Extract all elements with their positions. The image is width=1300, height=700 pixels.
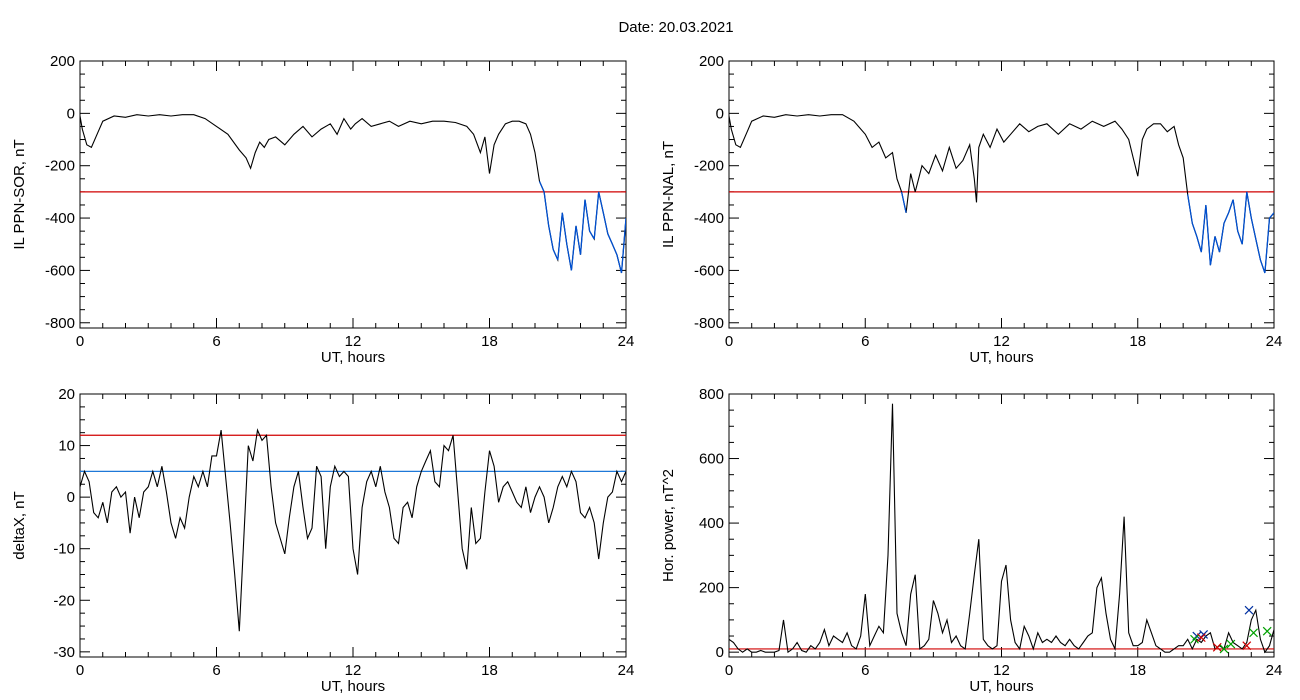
y-tick-label: -600 — [694, 262, 724, 279]
x-tick-label: 24 — [618, 662, 635, 679]
plot-frame — [79, 393, 627, 658]
x-tick-label: 6 — [212, 333, 220, 350]
y-tick-label: 200 — [699, 580, 724, 597]
x-tick-label: 12 — [993, 662, 1010, 679]
y-tick-label: -400 — [45, 210, 75, 227]
x-axis-label: UT, hours — [969, 349, 1033, 366]
panel-power: 0 6 12 18 24 0 200 400 600 800 UT, hours Hor. power… — [660, 386, 1282, 695]
x-tick-label: 18 — [1129, 662, 1146, 679]
panel-sor: 0 6 12 18 24 -800 -600 -400 -200 0 200 UT, hours IL … — [11, 53, 634, 366]
x-tick-label: 0 — [76, 662, 84, 679]
y-tick-label: 20 — [58, 386, 75, 403]
x-tick-label: 24 — [1266, 333, 1283, 350]
x-tick-label: 6 — [212, 662, 220, 679]
x-marker — [1249, 628, 1258, 638]
y-tick-label: -30 — [53, 644, 75, 661]
x-axis-label: UT, hours — [969, 678, 1033, 695]
x-tick-label: 0 — [725, 333, 733, 350]
y-tick-label: 600 — [699, 451, 724, 468]
x-marker — [1226, 639, 1236, 649]
y-axis-label: Hor. power, nT^2 — [660, 469, 677, 582]
x-axis-label: UT, hours — [321, 678, 385, 695]
x-tick-label: 6 — [861, 333, 869, 350]
x-tick-label: 0 — [76, 333, 84, 350]
x-marker — [1242, 641, 1252, 651]
x-tick-label: 12 — [345, 333, 362, 350]
y-axis-label: IL PPN-NAL, nT — [660, 141, 677, 248]
y-tick-label: 200 — [50, 53, 75, 70]
y-tick-label: -400 — [694, 210, 724, 227]
y-tick-label: 0 — [716, 644, 724, 661]
y-tick-label: -800 — [694, 315, 724, 332]
x-tick-label: 24 — [618, 333, 635, 350]
series-line — [729, 403, 1274, 654]
x-tick-label: 24 — [1266, 662, 1283, 679]
panel-deltax: 0 6 12 18 24 -30 -20 -10 0 10 20 UT, hours deltaX, n… — [11, 386, 634, 695]
y-tick-label: 400 — [699, 515, 724, 532]
plot-frame — [728, 393, 1275, 658]
plot-frame — [728, 60, 1275, 329]
y-tick-label: 0 — [716, 105, 724, 122]
y-tick-label: -200 — [45, 158, 75, 175]
x-tick-label: 18 — [1129, 333, 1146, 350]
series-highlight — [900, 191, 1274, 274]
x-marker — [1244, 605, 1254, 615]
y-tick-label: -200 — [694, 158, 724, 175]
series-highlight — [538, 181, 626, 274]
y-axis-label: deltaX, nT — [11, 491, 28, 559]
x-tick-label: 12 — [345, 662, 362, 679]
y-tick-label: -20 — [53, 592, 75, 609]
y-axis-label: IL PPN-SOR, nT — [11, 139, 28, 249]
x-marker — [1262, 626, 1272, 636]
y-tick-label: 200 — [699, 53, 724, 70]
x-marker — [1212, 642, 1222, 652]
x-tick-label: 18 — [481, 662, 498, 679]
x-marker — [1190, 634, 1199, 644]
x-marker — [1219, 644, 1229, 654]
chart-title: Date: 20.03.2021 — [618, 19, 734, 36]
y-tick-label: 10 — [58, 438, 75, 455]
x-tick-label: 18 — [481, 333, 498, 350]
y-tick-label: -10 — [53, 541, 75, 558]
y-tick-label: 0 — [67, 489, 75, 506]
series-line — [729, 114, 1274, 274]
x-marker — [1196, 633, 1206, 643]
x-tick-label: 6 — [861, 662, 869, 679]
x-tick-label: 12 — [993, 333, 1010, 350]
y-tick-label: 800 — [699, 386, 724, 403]
series-line — [80, 428, 626, 632]
x-axis-label: UT, hours — [321, 349, 385, 366]
y-tick-label: -600 — [45, 262, 75, 279]
y-tick-label: 0 — [67, 105, 75, 122]
y-tick-label: -800 — [45, 315, 75, 332]
panel-nal: 0 6 12 18 24 -800 -600 -400 -200 0 200 UT, hours IL … — [660, 53, 1282, 366]
x-tick-label: 0 — [725, 662, 733, 679]
